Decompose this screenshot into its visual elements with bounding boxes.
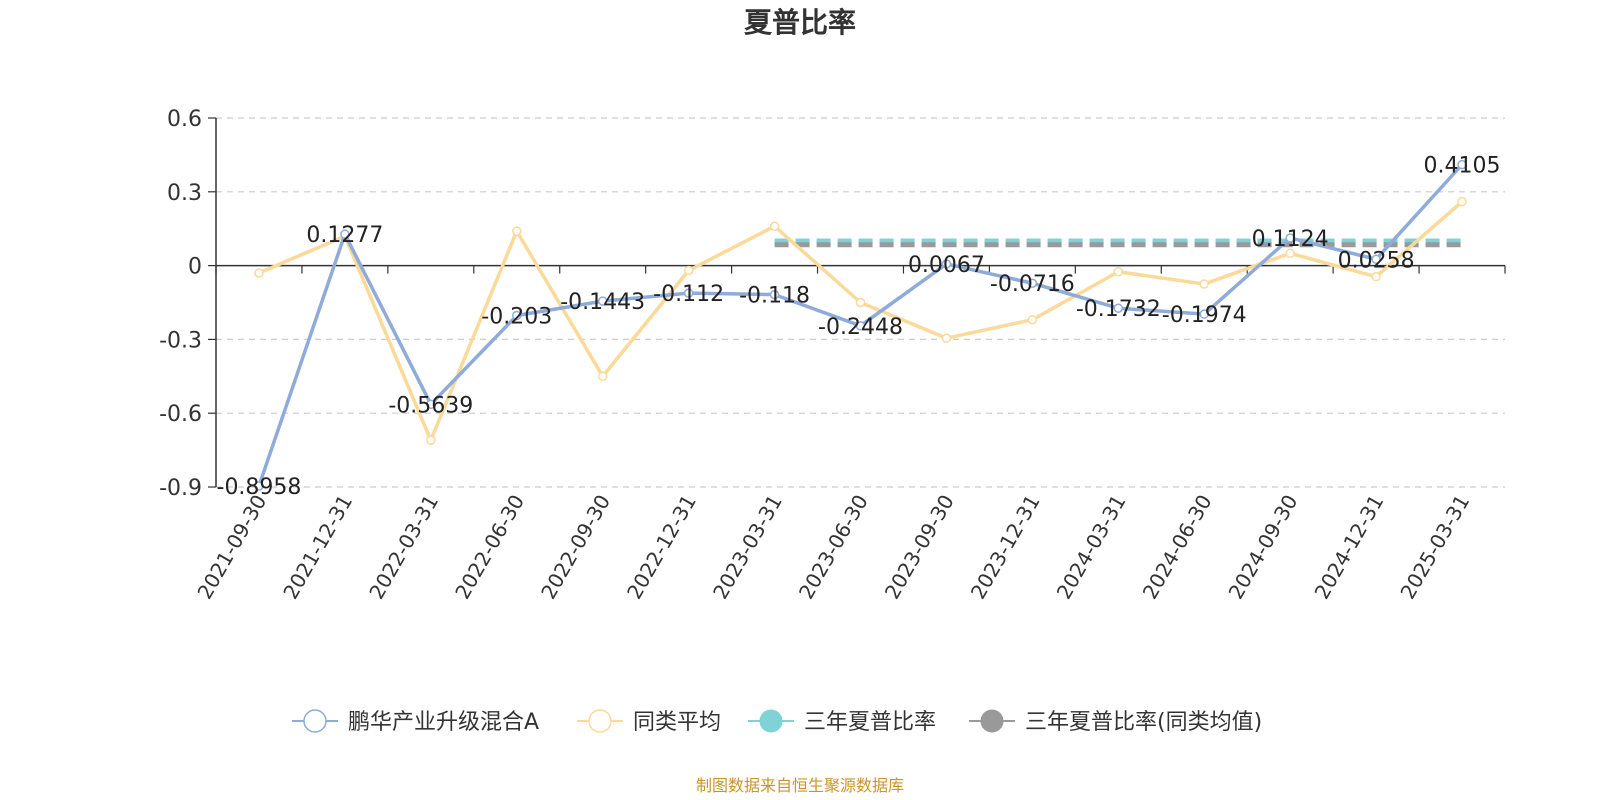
data-label: -0.118 — [739, 284, 810, 309]
x-tick-label: 2023-12-31 — [966, 491, 1045, 604]
data-point — [1113, 303, 1124, 313]
data-point — [426, 399, 436, 410]
data-point — [769, 221, 780, 231]
legend: 鹏华产业升级混合A 同类平均 三年夏普比率 三年夏普比率(同类均值) — [292, 709, 1262, 735]
data-label: -0.203 — [481, 305, 552, 330]
data-point — [1457, 159, 1467, 170]
x-tick-label: 2023-06-30 — [794, 491, 873, 604]
data-point — [1113, 267, 1124, 277]
source-note: 制图数据来自恒生聚源数据库 — [696, 776, 904, 795]
data-point — [1457, 196, 1467, 207]
data-point — [1027, 278, 1038, 288]
legend-label: 三年夏普比率 — [804, 710, 936, 735]
grid-lines — [216, 117, 1505, 488]
data-point — [597, 371, 608, 382]
data-point — [1199, 309, 1209, 319]
data-point — [597, 296, 608, 306]
legend-marker — [303, 709, 327, 733]
x-tick-label: 2021-12-31 — [278, 491, 357, 604]
data-label: -0.1732 — [1076, 297, 1161, 322]
data-point — [855, 321, 866, 331]
x-tick-label: 2023-09-30 — [880, 491, 959, 604]
x-tick-label: 2024-03-31 — [1052, 491, 1131, 604]
data-point — [254, 481, 264, 491]
y-axis: 0.6 0.3 0 -0.3 -0.6 -0.9 — [159, 107, 217, 501]
data-point — [769, 289, 780, 300]
data-label: 0.0258 — [1338, 248, 1415, 273]
data-label: -0.2448 — [818, 315, 903, 340]
legend-item: 三年夏普比率(同类均值) — [969, 709, 1262, 735]
x-tick-label: 2021-09-30 — [192, 491, 271, 604]
y-tick-label: -0.6 — [159, 402, 202, 427]
x-tick-label: 2022-09-30 — [536, 491, 615, 604]
data-label: 0.1124 — [1252, 227, 1329, 252]
legend-label: 鹏华产业升级混合A — [348, 710, 539, 735]
data-point — [1285, 233, 1295, 243]
legend-label: 同类平均 — [633, 710, 721, 735]
data-point — [1199, 279, 1209, 289]
data-label: -0.0716 — [990, 272, 1075, 297]
data-point — [855, 297, 866, 308]
data-point — [512, 310, 522, 321]
data-point — [941, 333, 952, 343]
series-lines — [254, 159, 1467, 491]
data-point — [683, 265, 694, 276]
data-point — [1371, 254, 1381, 265]
data-label: 0.4105 — [1424, 154, 1501, 179]
data-label: -0.1443 — [560, 290, 645, 315]
x-tick-label: 2023-03-31 — [708, 491, 787, 604]
legend-marker — [980, 709, 1004, 733]
x-tick-label: 2024-06-30 — [1138, 491, 1217, 604]
data-label: -0.8958 — [217, 475, 302, 500]
data-point — [1371, 271, 1381, 282]
y-tick-label: -0.3 — [159, 328, 202, 353]
legend-label: 三年夏普比率(同类均值) — [1025, 710, 1262, 735]
data-label: 0.0067 — [908, 253, 985, 278]
data-label: -0.5639 — [388, 393, 473, 418]
data-point — [941, 259, 952, 269]
x-tick-label: 2024-12-31 — [1310, 491, 1389, 604]
data-point — [512, 226, 522, 236]
data-label: -0.1974 — [1162, 303, 1247, 328]
data-point — [254, 268, 264, 278]
x-tick-label: 2025-03-31 — [1395, 491, 1474, 604]
data-label: -0.112 — [653, 282, 724, 307]
y-tick-label: 0.3 — [167, 181, 202, 206]
chart-title: 夏普比率 — [744, 6, 856, 39]
legend-item: 同类平均 — [577, 709, 721, 735]
data-point — [683, 288, 694, 298]
data-label: 0.1277 — [306, 223, 383, 248]
x-tick-label: 2022-06-30 — [450, 491, 529, 604]
y-tick-label: -0.9 — [159, 476, 202, 501]
legend-item: 鹏华产业升级混合A — [292, 709, 539, 735]
x-tick-label: 2022-03-31 — [364, 491, 443, 604]
data-point — [340, 229, 350, 239]
legend-marker — [759, 709, 783, 733]
x-tick-label: 2024-09-30 — [1224, 491, 1303, 604]
x-tick-label: 2022-12-31 — [622, 491, 701, 604]
legend-item: 三年夏普比率 — [748, 709, 936, 735]
data-point — [1027, 314, 1038, 325]
data-point — [426, 435, 436, 446]
y-tick-label: 0.6 — [167, 107, 202, 132]
y-tick-label: 0 — [188, 255, 202, 280]
data-point — [1285, 248, 1295, 259]
legend-marker — [588, 709, 612, 733]
